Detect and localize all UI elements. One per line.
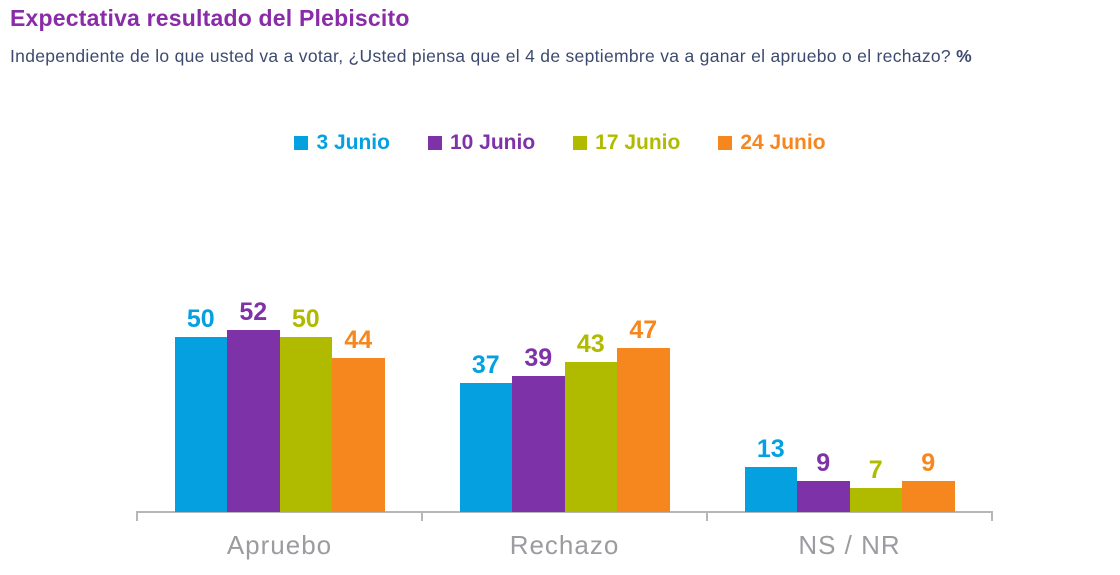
bar-17-junio-apruebo	[279, 337, 332, 512]
legend-swatch	[718, 136, 733, 150]
legend-label: 17 Junio	[595, 131, 681, 154]
x-axis-category-label: Apruebo	[226, 530, 333, 560]
bar-24-junio-ns-nr	[902, 480, 955, 512]
bar-value-label: 9	[921, 448, 936, 477]
legend-swatch	[427, 136, 442, 150]
subtitle-percent-symbol: %	[956, 46, 972, 66]
chart-subtitle: Independiente de lo que usted va a votar…	[10, 46, 972, 67]
x-axis-line	[137, 511, 992, 513]
bar-group-apruebo: 50 52 50 44	[174, 300, 385, 512]
bar-cell-10-junio-rechazo: 39	[512, 343, 565, 512]
bar-group-ns-nr: 13 9 7 9	[744, 434, 955, 512]
bar-value-label: 52	[239, 298, 268, 326]
bar-cell-3-junio-ns-nr: 13	[744, 434, 797, 512]
legend-item-10-junio: 10 Junio	[427, 131, 536, 155]
bar-cell-17-junio-ns-nr: 7	[849, 455, 902, 512]
chart-legend: 3 Junio 10 Junio 17 Junio 24 Junio	[0, 131, 1120, 155]
x-axis-category-label: Rechazo	[509, 530, 620, 560]
legend-label: 3 Junio	[316, 131, 390, 154]
bar-cell-24-junio-rechazo: 47	[617, 315, 670, 512]
bar-17-junio-rechazo	[564, 361, 617, 512]
bar-value-label: 9	[816, 448, 831, 477]
bar-cell-24-junio-apruebo: 44	[332, 328, 385, 512]
bar-24-junio-rechazo	[617, 347, 670, 512]
legend-swatch	[294, 136, 309, 150]
bar-value-label: 43	[576, 329, 605, 358]
bar-value-label: 13	[756, 434, 785, 463]
bar-value-label: 50	[291, 305, 320, 333]
x-axis-tick	[706, 511, 708, 521]
bar-cell-17-junio-rechazo: 43	[564, 329, 617, 512]
bar-value-label: 47	[629, 315, 658, 344]
bar-group-rechazo: 37 39 43 47	[459, 315, 670, 512]
legend-item-17-junio: 17 Junio	[573, 131, 680, 155]
bar-10-junio-rechazo	[512, 375, 565, 512]
bar-10-junio-ns-nr	[797, 480, 850, 512]
bar-value-label: 7	[868, 455, 883, 484]
bar-17-junio-ns-nr	[849, 487, 902, 512]
subtitle-text: Independiente de lo que usted va a votar…	[10, 46, 951, 66]
legend-label: 24 Junio	[740, 131, 826, 154]
bar-10-junio-apruebo	[227, 330, 280, 512]
bar-24-junio-apruebo	[332, 358, 385, 512]
bar-cell-10-junio-apruebo: 52	[227, 300, 280, 512]
legend-item-3-junio: 3 Junio	[294, 131, 390, 155]
bar-cell-3-junio-rechazo: 37	[459, 350, 512, 512]
bar-3-junio-apruebo	[174, 337, 227, 512]
bar-value-label: 37	[471, 350, 500, 379]
chart-title: Expectativa resultado del Plebiscito	[10, 5, 410, 31]
bar-cell-17-junio-apruebo: 50	[279, 305, 332, 512]
bar-3-junio-ns-nr	[744, 466, 797, 512]
bar-value-label: 39	[524, 343, 553, 372]
bar-cell-10-junio-ns-nr: 9	[797, 448, 850, 512]
bar-cell-3-junio-apruebo: 50	[174, 305, 227, 512]
x-axis-tick	[991, 511, 993, 521]
legend-label: 10 Junio	[449, 131, 536, 154]
x-axis-tick	[421, 511, 423, 521]
bar-cell-24-junio-ns-nr: 9	[902, 448, 955, 512]
legend-swatch	[573, 136, 588, 150]
bar-value-label: 50	[186, 305, 215, 333]
x-axis-category-label: NS / NR	[798, 530, 901, 560]
legend-item-24-junio: 24 Junio	[718, 131, 826, 155]
bar-3-junio-rechazo	[459, 382, 512, 512]
x-axis-tick	[136, 511, 138, 521]
bar-value-label: 44	[344, 326, 373, 354]
